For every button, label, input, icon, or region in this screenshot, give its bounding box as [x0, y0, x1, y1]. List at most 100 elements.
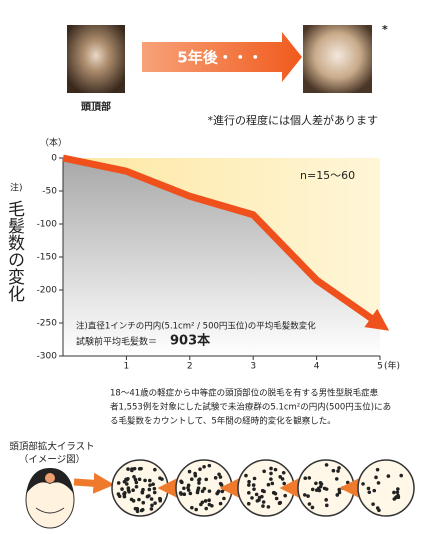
hair-dot — [151, 482, 155, 486]
hair-dot — [152, 486, 157, 491]
hair-dot — [153, 501, 157, 505]
hair-dot — [202, 464, 206, 469]
hair-dot — [126, 488, 131, 492]
hair-dot — [198, 467, 202, 472]
hair-dot — [137, 477, 142, 482]
hair-dot — [260, 494, 264, 499]
hair-dot — [367, 490, 372, 495]
hair-dot — [331, 468, 336, 473]
hair-dot — [149, 497, 154, 501]
arrow-label: 5年後・・・ — [177, 49, 262, 67]
hair-dot — [203, 499, 208, 503]
hair-dot — [261, 504, 265, 508]
y-unit: （本） — [40, 137, 67, 149]
hair-dot — [396, 487, 400, 491]
hair-dot — [247, 479, 251, 484]
hair-dot — [137, 497, 141, 502]
hair-dot — [202, 486, 207, 491]
hair-dot — [116, 492, 121, 496]
hair-dot — [134, 484, 139, 489]
hair-dot — [158, 476, 162, 480]
note-line: 試験前平均毛髪数＝ — [76, 336, 157, 348]
hair-dot — [244, 473, 248, 478]
hair-dot — [366, 486, 371, 491]
hair-dot — [220, 489, 225, 494]
illustration-title: 頭頂部拡大イラスト — [9, 441, 94, 453]
hair-dot — [303, 476, 308, 481]
hair-dot — [150, 503, 154, 508]
hair-dot — [182, 486, 186, 491]
hair-dot — [132, 474, 136, 479]
hair-dot — [141, 487, 145, 492]
hair-dot — [140, 507, 145, 512]
hair-dot — [207, 489, 212, 493]
hair-dot — [197, 477, 202, 481]
hair-dot — [204, 477, 209, 482]
y-tick-label: 0 — [51, 154, 57, 164]
y-tick-label: -150 — [37, 253, 58, 263]
hair-dot — [207, 498, 211, 502]
hair-dot — [218, 481, 223, 486]
note-value: 903本 — [170, 333, 210, 349]
hair-dot — [143, 478, 147, 483]
hair-dot — [386, 474, 391, 478]
hair-dot — [200, 500, 205, 505]
hair-dot — [307, 502, 312, 506]
hair-dot — [134, 480, 139, 485]
hair-dot — [324, 503, 329, 508]
photo-after — [303, 25, 372, 93]
hair-dot — [335, 493, 340, 497]
y-tick-label: -50 — [42, 187, 57, 197]
hair-dot — [399, 473, 404, 478]
asterisk: * — [382, 23, 388, 36]
x-tick-label: 1 — [124, 362, 130, 372]
hair-dot — [375, 506, 380, 510]
progress-arrow — [142, 32, 302, 82]
hair-dot — [126, 467, 130, 471]
scalp-circle — [237, 459, 295, 517]
hair-dot — [271, 490, 276, 495]
hair-dot — [310, 505, 315, 510]
hair-dot — [261, 500, 266, 504]
hair-dot — [254, 492, 259, 497]
hair-dot — [337, 487, 342, 492]
hair-dot — [280, 477, 285, 481]
hair-dot — [247, 483, 251, 487]
hair-dot — [124, 477, 128, 482]
x-tick-label: 4 — [314, 362, 320, 372]
hair-dot — [133, 477, 138, 482]
head — [25, 468, 75, 529]
note-line: 注)直径1インチの円内(5.1cm² / 500円玉位)の平均毛髪数変化 — [76, 321, 316, 332]
hair-dot — [260, 488, 265, 493]
hair-dot — [281, 470, 286, 475]
hair-dot — [314, 481, 318, 486]
y-tick-label: -200 — [37, 286, 58, 296]
hair-dot — [251, 483, 256, 487]
title-prefix: 注) — [10, 182, 23, 194]
hair-dot — [217, 472, 221, 477]
hair-dot — [269, 471, 273, 476]
hair-dot — [324, 498, 328, 502]
hair-dot — [283, 493, 287, 498]
hair-dot — [250, 496, 254, 500]
footnote: 者1,553例を対象にした試験で未治療群の5.1cm²の円内(500円玉位)にあ — [110, 402, 391, 413]
hair-dot — [193, 473, 198, 478]
hair-dot — [116, 481, 121, 485]
hair-dot — [137, 466, 142, 471]
hair-dot — [125, 482, 129, 486]
hair-dot — [345, 480, 350, 485]
hair-dot — [190, 505, 194, 510]
hair-dot — [361, 482, 365, 486]
hair-dot — [218, 501, 223, 506]
hair-dot — [131, 499, 136, 503]
hair-dot — [324, 487, 329, 491]
hair-dot — [269, 466, 273, 471]
hair-dot — [147, 487, 152, 492]
hair-dot — [334, 477, 339, 481]
hair-dot — [158, 498, 163, 503]
hair-dot — [216, 489, 221, 494]
hair-dot — [148, 483, 152, 487]
hair-dot — [200, 489, 205, 494]
y-tick-label: -300 — [37, 352, 58, 362]
hair-dot — [307, 476, 312, 480]
